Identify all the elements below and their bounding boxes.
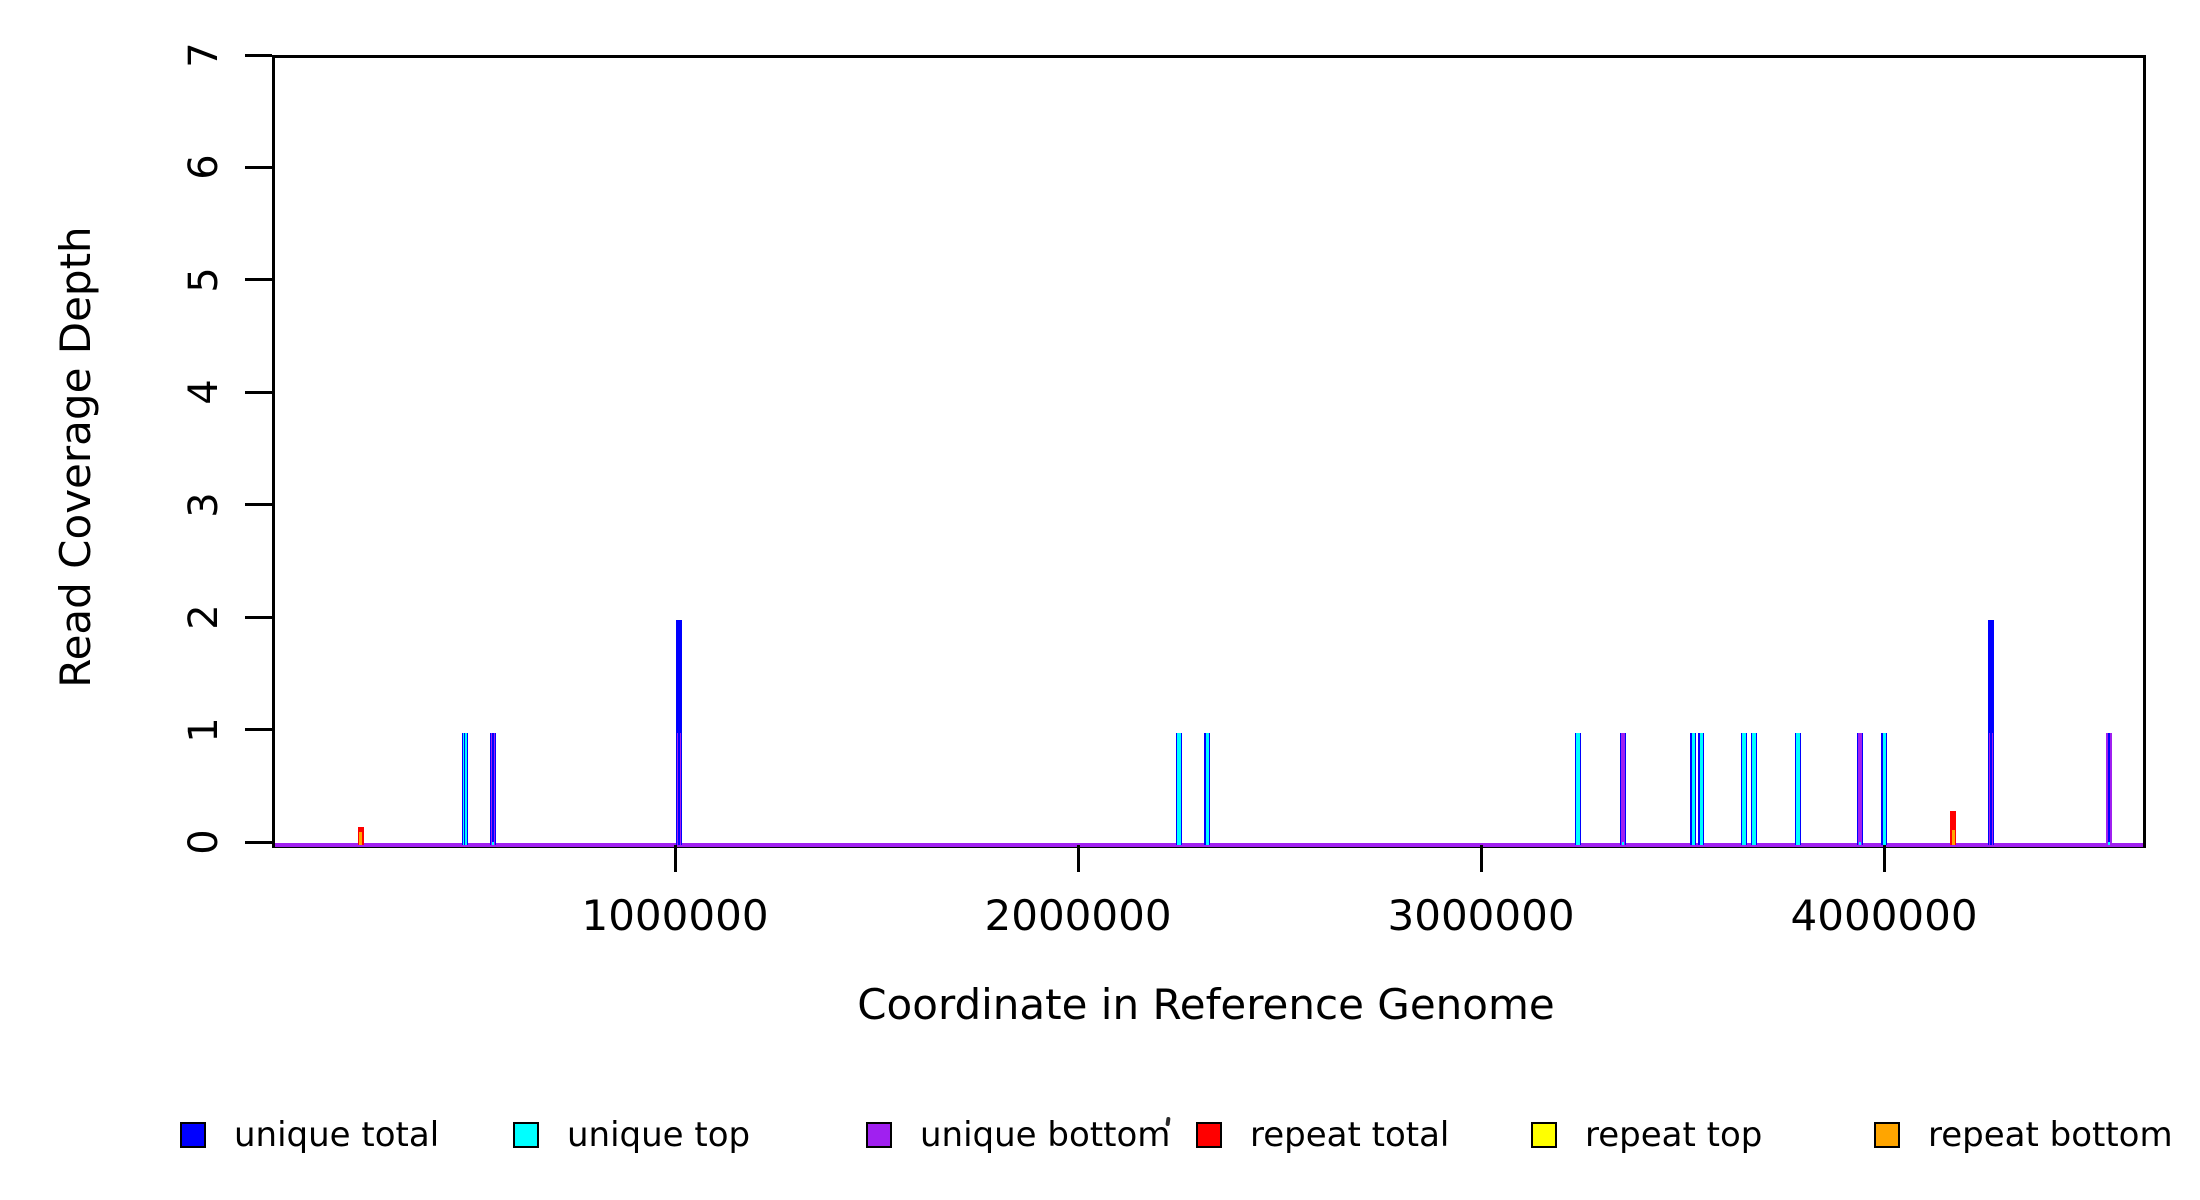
- coverage-spike-unique-top: [2107, 841, 2111, 845]
- coverage-spike-unique-top: [1882, 732, 1886, 845]
- legend-swatch-unique-total: [180, 1122, 206, 1148]
- coverage-spike-unique-top: [491, 841, 495, 845]
- coverage-spike-unique-total: [1990, 732, 1992, 845]
- legend-label-repeat-total: repeat total: [1250, 1115, 1450, 1155]
- legend-label-unique-top: unique top: [567, 1115, 751, 1155]
- y-axis-tick: [245, 503, 272, 507]
- y-axis-tick-label: 1: [181, 716, 227, 743]
- legend-swatch-repeat-top: [1531, 1122, 1557, 1148]
- stray-mark-icon: [1165, 1116, 1171, 1127]
- coverage-spike-unique-total: [2108, 732, 2111, 845]
- zero-coverage-baseline: [275, 843, 2143, 847]
- legend-swatch-unique-bottom: [866, 1122, 892, 1148]
- coverage-spike-unique-top: [1796, 732, 1800, 845]
- y-axis-tick-label: 0: [181, 829, 227, 855]
- coverage-spike-unique-top: [1177, 732, 1181, 845]
- plot-area: [275, 58, 2143, 847]
- y-axis-tick-label: 5: [181, 267, 227, 293]
- coverage-spike-unique-bottom: [1621, 732, 1625, 845]
- y-axis-tick: [245, 165, 272, 169]
- coverage-spike-unique-top: [1752, 732, 1756, 845]
- x-axis-tick-label: 1000000: [581, 891, 769, 940]
- coverage-spike-repeat-bottom: [1951, 830, 1955, 845]
- x-axis-tick: [1882, 845, 1886, 872]
- y-axis-tick: [245, 840, 272, 844]
- x-axis-tick-label: 4000000: [1790, 891, 1978, 940]
- x-axis-tick: [1479, 845, 1483, 872]
- coverage-spike-unique-top: [1858, 841, 1862, 845]
- coverage-spike-unique-top: [1691, 732, 1695, 845]
- coverage-spike-unique-total: [492, 732, 494, 845]
- y-axis-tick-label: 2: [181, 604, 227, 630]
- x-axis-tick-label: 2000000: [984, 891, 1172, 940]
- coverage-spike-repeat-total: [1950, 811, 1957, 845]
- x-axis-tick: [673, 845, 677, 872]
- coverage-spike-repeat-bottom: [359, 832, 363, 845]
- coverage-spike-unique-bottom: [1858, 732, 1862, 845]
- legend-label-repeat-top: repeat top: [1585, 1115, 1763, 1155]
- coverage-spike-unique-total: [678, 732, 680, 845]
- y-axis-tick: [245, 615, 272, 619]
- y-axis-tick: [245, 728, 272, 732]
- coverage-spike-unique-top: [1205, 732, 1209, 845]
- plot-frame: [272, 55, 2146, 848]
- y-axis-tick-label: 7: [181, 42, 227, 68]
- y-axis-tick-label: 6: [181, 154, 227, 181]
- legend-label-repeat-bottom: repeat bottom: [1928, 1115, 2173, 1155]
- coverage-spike-unique-top: [1621, 841, 1625, 845]
- legend-label-unique-bottom: unique bottom: [920, 1115, 1171, 1155]
- coverage-spike-unique-top: [1576, 732, 1580, 845]
- coverage-spike-unique-top: [1699, 732, 1703, 845]
- y-axis-title: Read Coverage Depth: [51, 226, 100, 688]
- coverage-spike-unique-top: [1742, 732, 1746, 845]
- coverage-spike-unique-total: [464, 732, 466, 845]
- y-axis-tick: [245, 278, 272, 282]
- legend-label-unique-total: unique total: [234, 1115, 440, 1155]
- y-axis-tick-label: 4: [181, 379, 227, 406]
- y-axis-tick: [245, 390, 272, 394]
- y-axis-tick: [245, 53, 272, 57]
- y-axis-tick-label: 3: [181, 491, 227, 518]
- x-axis-title: Coordinate in Reference Genome: [857, 980, 1555, 1029]
- legend-swatch-repeat-total: [1196, 1122, 1222, 1148]
- x-axis-tick: [1076, 845, 1080, 872]
- x-axis-tick-label: 3000000: [1387, 891, 1575, 940]
- legend-swatch-repeat-bottom: [1874, 1122, 1900, 1148]
- legend-swatch-unique-top: [513, 1122, 539, 1148]
